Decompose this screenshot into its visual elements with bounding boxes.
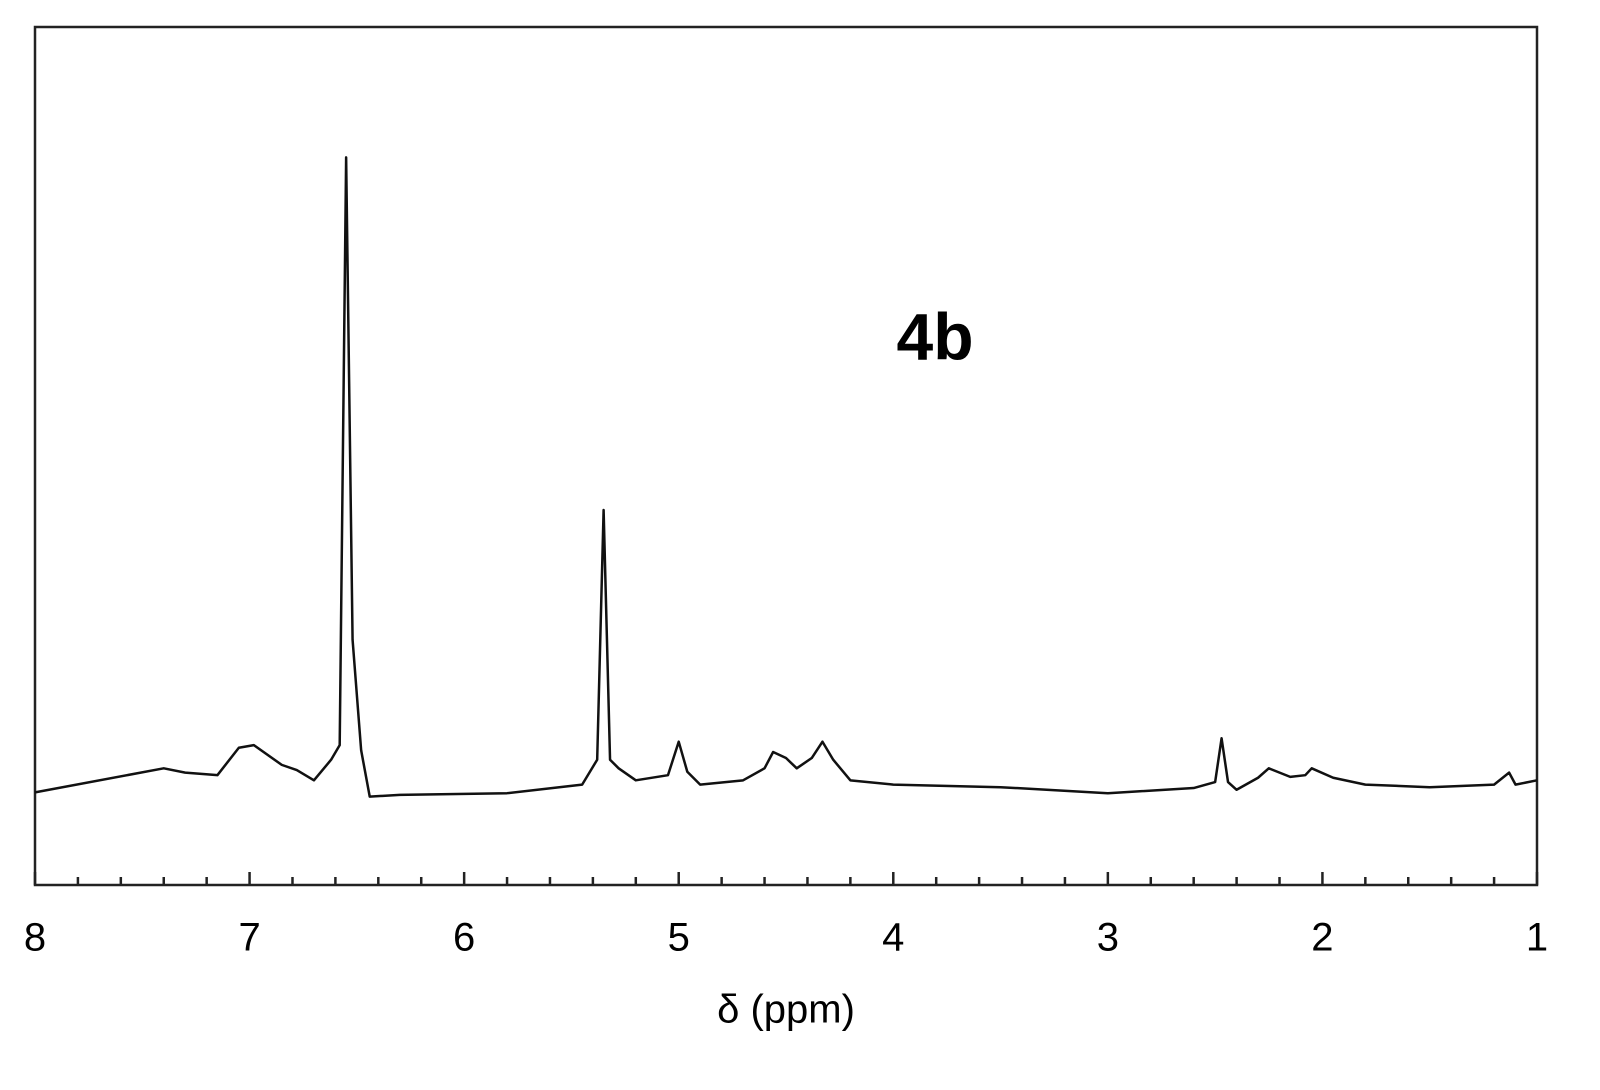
x-tick-label: 5 [668,916,690,960]
x-tick-label: 8 [24,916,46,960]
annotation: 4b [896,299,973,373]
x-tick-label: 2 [1311,916,1333,960]
x-tick-label: 3 [1097,916,1119,960]
x-tick-label: 6 [453,916,475,960]
x-axis-label: δ (ppm) [717,988,855,1032]
plot-frame [33,25,1539,887]
x-tick-label: 1 [1526,916,1548,960]
x-tick-label: 7 [238,916,260,960]
x-tick-label: 4 [882,916,904,960]
spectrum-line [34,156,1538,798]
